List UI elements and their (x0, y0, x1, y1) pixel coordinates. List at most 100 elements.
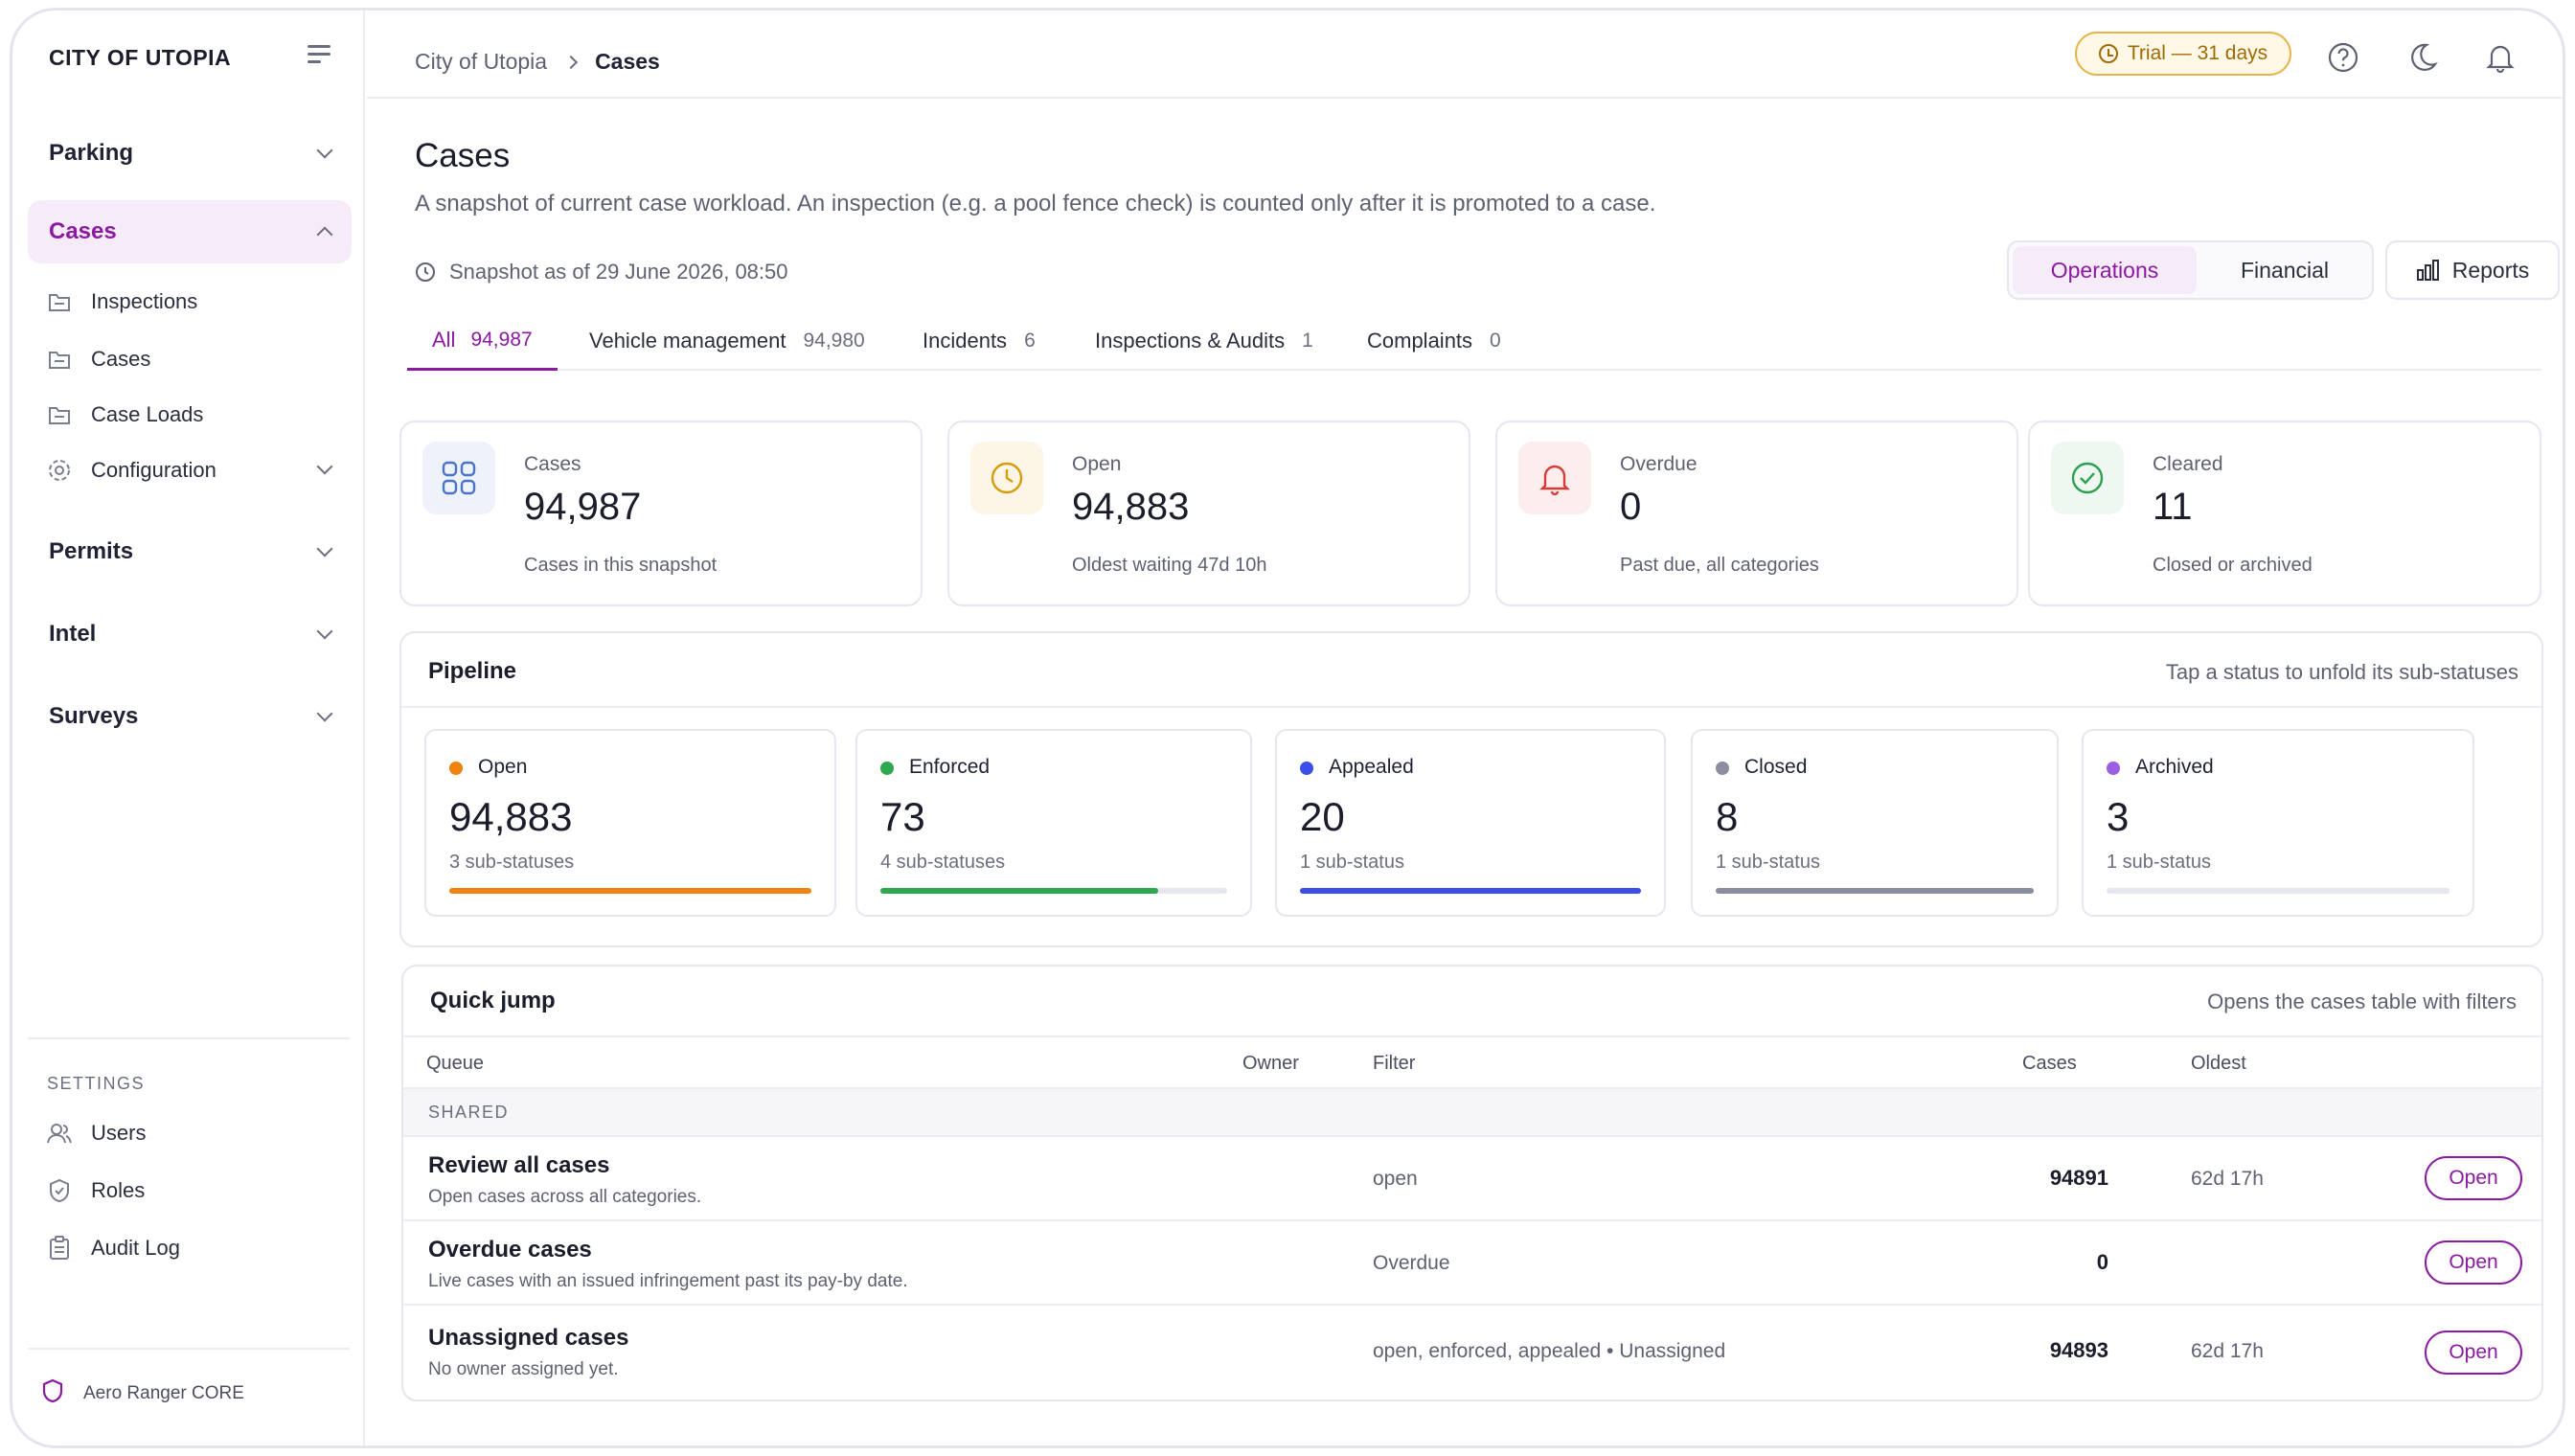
stat-card-overdue: Overdue 0 Past due, all categories (1495, 421, 2018, 606)
group-label: SHARED (428, 1103, 510, 1122)
sidebar-item-label: Cases (91, 347, 151, 371)
open-queue-button[interactable]: Open (2425, 1156, 2522, 1200)
tab-count: 6 (1024, 330, 1036, 352)
pipeline-title: Pipeline (428, 658, 517, 684)
sidebar-item-users[interactable]: Users (47, 1112, 352, 1154)
open-queue-button[interactable]: Open (2425, 1331, 2522, 1375)
sidebar-item-label: Roles (91, 1178, 146, 1202)
users-icon (47, 1121, 72, 1146)
stat-caption: Cases in this snapshot (524, 555, 718, 576)
nav-group-label: Intel (49, 621, 97, 647)
folder-icon (47, 402, 72, 427)
pipeline-card-closed[interactable]: Closed 8 1 sub-status (1691, 729, 2059, 917)
open-queue-button[interactable]: Open (2425, 1240, 2522, 1285)
sidebar-divider (28, 1037, 350, 1039)
stat-label: Cases (524, 453, 581, 475)
progress-track (1300, 888, 1641, 894)
pipeline-card-open[interactable]: Open 94,883 3 sub-statuses (424, 729, 836, 917)
queue-name: Unassigned cases (428, 1325, 629, 1351)
stat-label: Overdue (1620, 453, 1698, 475)
reports-label: Reports (2451, 257, 2530, 283)
column-header-queue: Queue (426, 1053, 485, 1074)
folder-icon (47, 347, 72, 372)
stat-value: 94,883 (1072, 486, 1190, 528)
sidebar-item-configuration[interactable]: Configuration (47, 449, 352, 491)
snapshot-label: Snapshot as of 29 June 2026, 08:50 (449, 260, 788, 284)
sidebar-item-label: Case Loads (91, 402, 204, 426)
footer-brand-label: Aero Ranger CORE (83, 1382, 244, 1403)
pipeline-card-enforced[interactable]: Enforced 73 4 sub-statuses (855, 729, 1252, 917)
nav-group-intel[interactable]: Intel (28, 603, 352, 666)
queue-oldest: 62d 17h (2191, 1168, 2264, 1190)
bell-icon[interactable] (2484, 41, 2517, 74)
pipeline-card-archived[interactable]: Archived 3 1 sub-status (2082, 729, 2474, 917)
pipeline-card-label: Open (478, 756, 528, 778)
reports-button[interactable]: Reports (2385, 240, 2560, 300)
pipeline-card-value: 8 (1716, 794, 1739, 839)
pipeline-card-substatuses: 3 sub-statuses (449, 852, 575, 873)
panel-divider (401, 706, 2541, 708)
chevron-down-icon (316, 142, 333, 159)
sidebar-item-inspections[interactable]: Inspections (47, 281, 352, 323)
quick-jump-hint: Opens the cases table with filters (2207, 990, 2517, 1013)
nav-group-permits[interactable]: Permits (28, 520, 352, 583)
stat-caption: Past due, all categories (1620, 555, 1819, 576)
tab-vehicle-management[interactable]: Vehicle management 94,980 (589, 311, 865, 371)
bar-chart-icon (2416, 260, 2439, 281)
queue-case-count: 94891 (2049, 1166, 2108, 1190)
stat-card-open: Open 94,883 Oldest waiting 47d 10h (947, 421, 1470, 606)
trial-badge[interactable]: Trial — 31 days (2075, 32, 2291, 76)
sidebar-item-case-loads[interactable]: Case Loads (47, 394, 352, 436)
stat-label: Open (1072, 453, 1122, 475)
snapshot-info: Snapshot as of 29 June 2026, 08:50 (415, 260, 788, 284)
pipeline-card-substatuses: 4 sub-statuses (880, 852, 1006, 873)
queue-name: Overdue cases (428, 1237, 592, 1263)
sidebar-item-cases[interactable]: Cases (47, 338, 352, 380)
quick-jump-panel: Quick jump Opens the cases table with fi… (401, 965, 2543, 1401)
progress-fill (1300, 888, 1641, 894)
sidebar-item-label: Audit Log (91, 1236, 180, 1260)
chevron-down-icon (316, 705, 333, 722)
stat-value: 0 (1620, 486, 1642, 528)
tab-count: 0 (1490, 330, 1501, 352)
queue-description: Live cases with an issued infringement p… (428, 1271, 908, 1291)
help-icon[interactable] (2327, 41, 2359, 74)
stat-caption: Closed or archived (2153, 555, 2313, 576)
view-toggle-financial[interactable]: Financial (2240, 257, 2330, 283)
status-dot (449, 762, 463, 775)
sidebar-item-roles[interactable]: Roles (47, 1170, 352, 1212)
table-row: Unassigned cases No owner assigned yet. … (403, 1306, 2541, 1399)
sidebar-item-audit-log[interactable]: Audit Log (47, 1227, 352, 1269)
pipeline-hint: Tap a status to unfold its sub-statuses (2165, 660, 2518, 684)
view-toggle-operations[interactable]: Operations (2013, 246, 2197, 294)
gear-icon (47, 458, 72, 483)
progress-fill (880, 888, 1158, 894)
breadcrumb-item-current: Cases (595, 49, 660, 74)
pipeline-panel: Pipeline Tap a status to unfold its sub-… (399, 631, 2543, 947)
table-row: Review all cases Open cases across all c… (403, 1137, 2541, 1221)
nav-group-cases[interactable]: Cases (28, 200, 352, 263)
nav-group-parking[interactable]: Parking (28, 122, 352, 185)
queue-description: No owner assigned yet. (428, 1359, 619, 1379)
status-dot (2107, 762, 2120, 775)
breadcrumb-item-root[interactable]: City of Utopia (415, 49, 548, 74)
menu-toggle-icon[interactable] (308, 45, 334, 68)
pipeline-card-appealed[interactable]: Appealed 20 1 sub-status (1275, 729, 1666, 917)
tab-complaints[interactable]: Complaints 0 (1367, 311, 1501, 371)
progress-fill (449, 888, 811, 894)
column-header-filter: Filter (1373, 1053, 1416, 1074)
sidebar-item-label: Inspections (91, 289, 198, 313)
moon-icon[interactable] (2405, 41, 2438, 74)
table-header: Queue Owner Filter Cases Oldest (403, 1035, 2541, 1089)
grid-icon (422, 442, 495, 514)
chevron-up-icon (316, 226, 333, 243)
brand-title: CITY OF UTOPIA (49, 45, 232, 70)
tab-inspections-audits[interactable]: Inspections & Audits 1 (1095, 311, 1313, 371)
pipeline-card-value: 20 (1300, 794, 1345, 839)
tab-incidents[interactable]: Incidents 6 (923, 311, 1036, 371)
tab-all[interactable]: All 94,987 (407, 311, 558, 371)
nav-group-label: Permits (49, 538, 134, 564)
nav-group-surveys[interactable]: Surveys (28, 685, 352, 748)
chevron-right-icon (563, 55, 579, 69)
trial-label: Trial — 31 days (2127, 42, 2268, 64)
